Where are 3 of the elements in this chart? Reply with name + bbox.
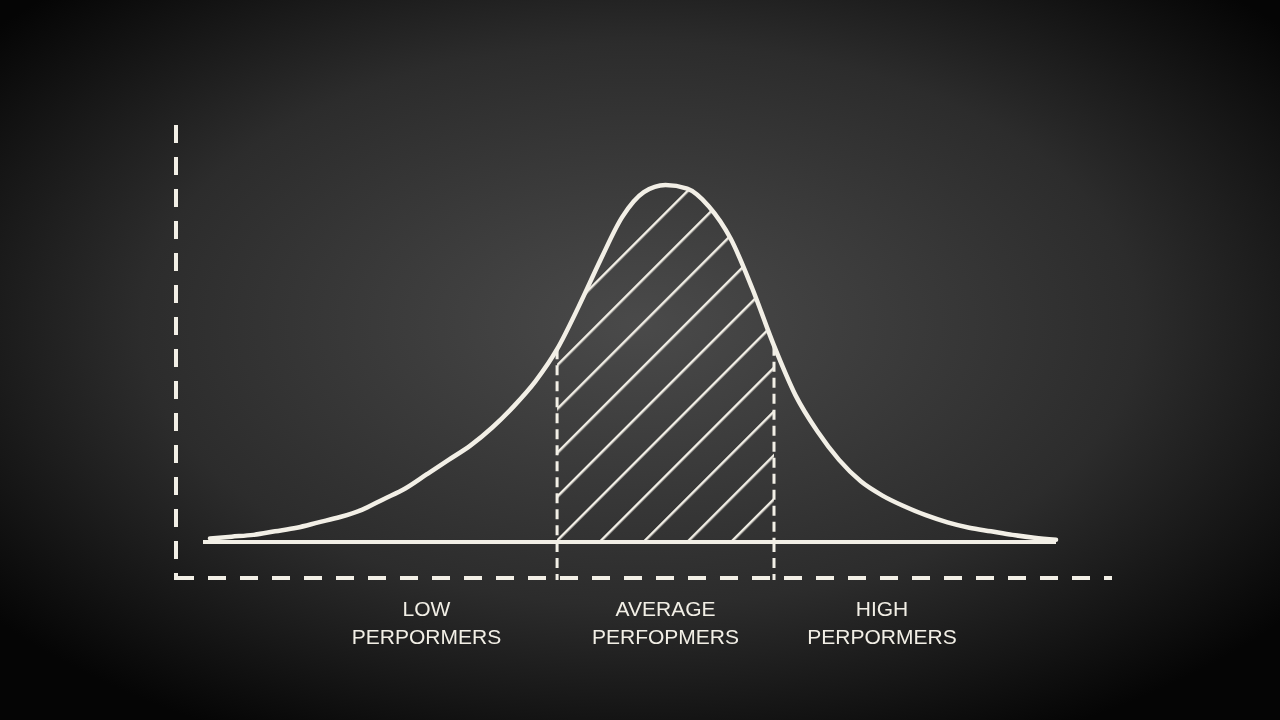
text: AVERAGE PERFOPMERS <box>592 597 740 648</box>
text: LOW PERPORMERS <box>351 597 502 648</box>
text: HIGH PERPORMERS <box>807 597 957 648</box>
